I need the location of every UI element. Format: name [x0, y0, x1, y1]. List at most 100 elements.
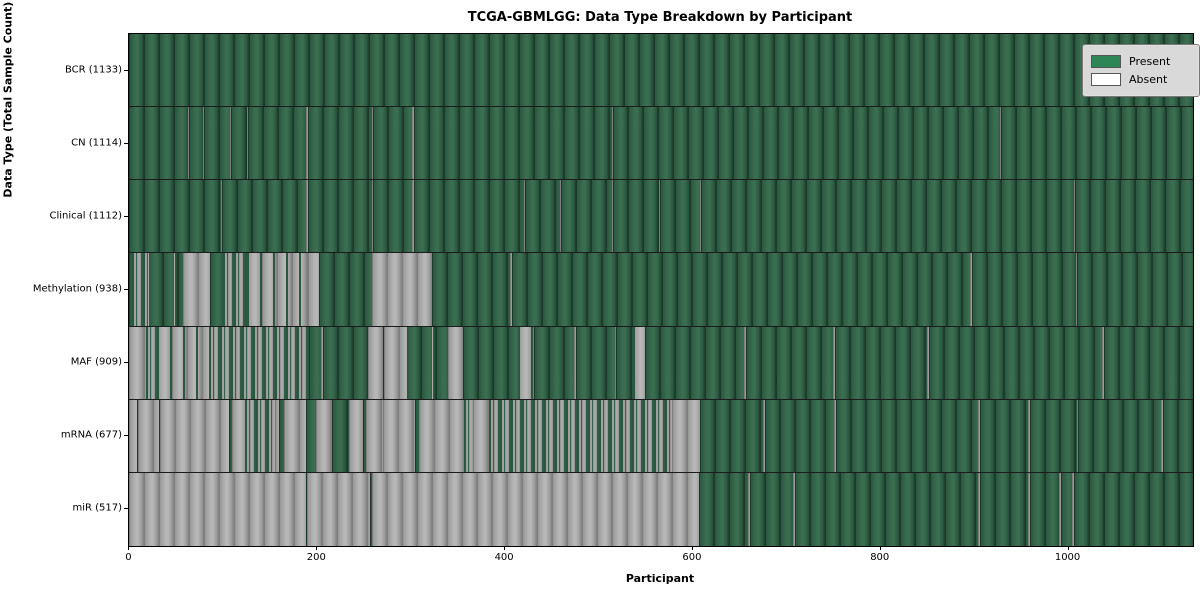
- cell-segment-a: [159, 399, 230, 472]
- y-tick-label-Methylation: Methylation (938): [32, 283, 122, 295]
- cell-segment-mp: [406, 326, 449, 399]
- x-tick-mark: [504, 546, 506, 550]
- cell-segment-p: [189, 107, 204, 180]
- cell-segment-a: [977, 472, 980, 546]
- cell-segment-a: [383, 399, 416, 472]
- cell-segment-p: [231, 107, 248, 180]
- cell-segment-mx: [488, 399, 672, 472]
- cell-segment-a: [1075, 253, 1077, 326]
- cell-segment-mx: [222, 253, 248, 326]
- cell-segment-a: [792, 472, 795, 546]
- cell-segment-a: [834, 399, 837, 472]
- cell-segment-ma: [517, 326, 534, 399]
- cell-segment-p: [463, 326, 518, 399]
- cell-segment-a: [230, 107, 232, 180]
- cell-segment-mx: [464, 399, 473, 472]
- cell-segment-ma: [247, 253, 309, 326]
- cell-segment-ma: [157, 326, 209, 399]
- legend: Present Absent: [1082, 44, 1200, 97]
- cell-segment-a: [744, 326, 746, 399]
- cell-segment-a: [1101, 326, 1104, 399]
- cell-segment-a: [188, 107, 190, 180]
- cell-segment-p: [362, 399, 366, 472]
- cell-segment-p: [1103, 326, 1193, 399]
- x-axis-label: Participant: [625, 572, 695, 585]
- cell-segment-a: [368, 326, 383, 399]
- cell-segment-p: [749, 472, 793, 546]
- cell-segment-p: [512, 253, 971, 326]
- legend-absent-swatch: [1091, 73, 1121, 86]
- cell-segment-a: [129, 326, 146, 399]
- cell-segment-p: [700, 180, 1074, 253]
- cell-segment-a: [232, 399, 246, 472]
- y-tick-mark: [124, 289, 128, 290]
- y-tick-mark: [124, 215, 128, 217]
- legend-present-swatch: [1091, 55, 1121, 68]
- cell-segment-a: [560, 180, 562, 253]
- cell-segment-p: [382, 326, 385, 399]
- x-tick-label-800: 800: [870, 552, 890, 563]
- cell-segment-p: [309, 326, 321, 399]
- cell-segment-p: [612, 180, 659, 253]
- row-Clinical: [129, 180, 1193, 254]
- cell-segment-a: [1076, 399, 1079, 472]
- cell-segment-a: [762, 399, 765, 472]
- cell-segment-p: [764, 399, 835, 472]
- cell-segment-a: [305, 180, 309, 253]
- cell-segment-p: [204, 107, 231, 180]
- row-BCR: [129, 34, 1193, 108]
- cell-segment-p: [745, 326, 834, 399]
- cell-segment-a: [182, 253, 210, 326]
- cell-segment-a: [977, 399, 980, 472]
- cell-segment-p: [1076, 253, 1193, 326]
- y-tick-label-MAF: MAF (909): [70, 356, 122, 368]
- cell-segment-a: [365, 399, 383, 472]
- cell-segment-p: [835, 326, 928, 399]
- plot-area: [128, 33, 1194, 547]
- cell-segment-p: [318, 253, 373, 326]
- cell-segment-p: [699, 399, 763, 472]
- cell-segment-a: [524, 180, 526, 253]
- cell-segment-a: [448, 326, 464, 399]
- cell-segment-p: [979, 472, 1028, 546]
- cell-segment-p: [279, 399, 284, 472]
- legend-item-present: Present: [1091, 54, 1191, 69]
- x-tick-label-400: 400: [494, 552, 514, 563]
- cell-segment-p: [248, 107, 306, 180]
- cell-segment-p: [129, 107, 189, 180]
- x-tick-label-0: 0: [125, 552, 132, 563]
- y-tick-label-CN: CN (1114): [71, 137, 122, 149]
- cell-segment-p: [533, 326, 575, 399]
- cell-segment-p: [382, 399, 384, 472]
- cell-segment-p: [836, 399, 978, 472]
- cell-segment-a: [203, 107, 205, 180]
- cell-segment-a: [611, 107, 613, 180]
- cell-segment-a: [1071, 472, 1074, 546]
- cell-segment-p: [659, 180, 700, 253]
- legend-absent-label: Absent: [1129, 73, 1168, 86]
- cell-segment-mp: [147, 253, 183, 326]
- x-tick-mark: [1067, 546, 1069, 550]
- cell-segment-p: [308, 180, 373, 253]
- cell-segment-a: [574, 326, 576, 399]
- cell-segment-p: [1162, 399, 1193, 472]
- cell-segment-p: [129, 253, 132, 326]
- cell-segment-p: [972, 253, 1076, 326]
- cell-segment-p: [794, 472, 978, 546]
- cell-segment-p: [331, 399, 349, 472]
- cell-segment-a: [247, 107, 249, 180]
- x-tick-mark: [691, 546, 693, 550]
- cell-segment-a: [411, 180, 414, 253]
- x-tick-label-200: 200: [306, 552, 326, 563]
- cell-segment-a: [472, 399, 489, 472]
- cell-segment-a: [315, 399, 332, 472]
- cell-segment-p: [413, 180, 525, 253]
- cell-segment-a: [1027, 399, 1030, 472]
- cell-segment-a: [1161, 399, 1163, 472]
- cell-segment-p: [209, 253, 223, 326]
- cell-segment-p: [576, 326, 615, 399]
- x-tick-mark: [316, 546, 318, 550]
- cell-segment-p: [373, 107, 412, 180]
- cell-segment-p: [616, 326, 634, 399]
